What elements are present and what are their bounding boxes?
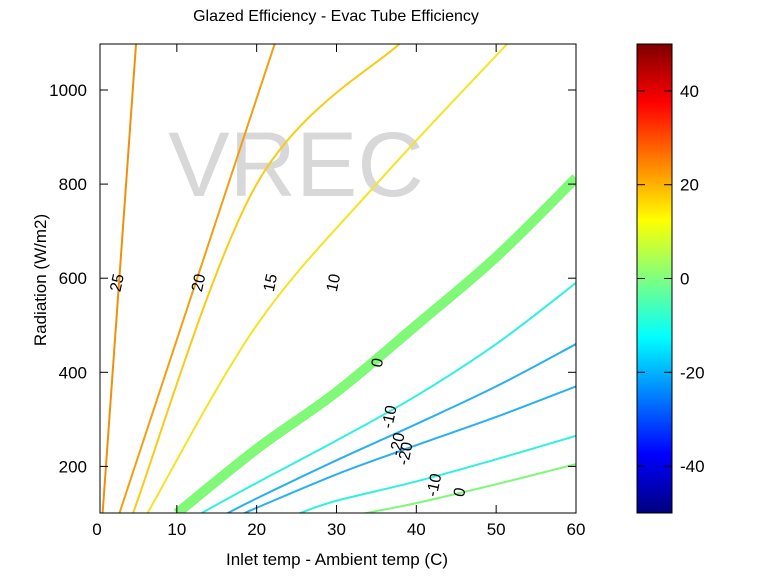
y-axis-title: Radiation (W/m2) [31, 214, 50, 346]
contour-line-1 [118, 44, 276, 513]
contour-line-0 [101, 44, 138, 513]
contour-labels: 25 20 15 100-10-20-20-10 0 [108, 272, 470, 498]
contour-label-5: -10 [379, 404, 400, 430]
contour-line-4 [173, 174, 576, 513]
colorbar-tick-label: -20 [680, 363, 705, 382]
chart-title: Glazed Efficiency - Evac Tube Efficiency [193, 8, 479, 25]
x-axis-title: Inlet temp - Ambient temp (C) [226, 550, 448, 569]
contour-line-3 [146, 44, 509, 513]
y-tick-label: 400 [59, 363, 87, 382]
colorbar-tick-label: -40 [680, 457, 705, 476]
x-ticks: 0 10 20 30 40 50 60 [92, 44, 585, 539]
contour-label-3: 10 [324, 272, 344, 293]
x-tick-label: 50 [487, 520, 506, 539]
contour-line-2 [132, 44, 401, 513]
colorbar-tick-label: 40 [680, 82, 699, 101]
colorbar-ticks: 40 20 0 -20 -40 [637, 82, 705, 476]
y-tick-label: 800 [59, 175, 87, 194]
x-tick-label: 20 [247, 520, 266, 539]
x-tick-label: 10 [167, 520, 186, 539]
y-tick-label: 1000 [49, 81, 87, 100]
contour-line-9 [363, 463, 576, 513]
contour-line-8 [298, 434, 576, 513]
contour-label-2: 15 [261, 272, 281, 293]
contour-label-9: 0 [451, 486, 469, 498]
y-tick-label: 200 [59, 457, 87, 476]
x-tick-label: 40 [407, 520, 426, 539]
contour-label-4: 0 [369, 357, 387, 369]
contour-label-1: 20 [189, 272, 209, 293]
contour-label-0: 25 [108, 272, 128, 293]
contour-line-5 [200, 282, 576, 513]
contour-label-8: -10 [424, 472, 445, 498]
contour-line-6 [226, 343, 576, 513]
x-tick-label: 60 [567, 520, 586, 539]
x-tick-label: 0 [92, 520, 101, 539]
contour-label-6: -20 [387, 431, 408, 457]
y-tick-label: 600 [59, 269, 87, 288]
x-tick-label: 30 [327, 520, 346, 539]
contour-label-7: -20 [395, 441, 416, 467]
colorbar-tick-label: 20 [680, 176, 699, 195]
colorbar-tick-label: 0 [680, 270, 689, 289]
